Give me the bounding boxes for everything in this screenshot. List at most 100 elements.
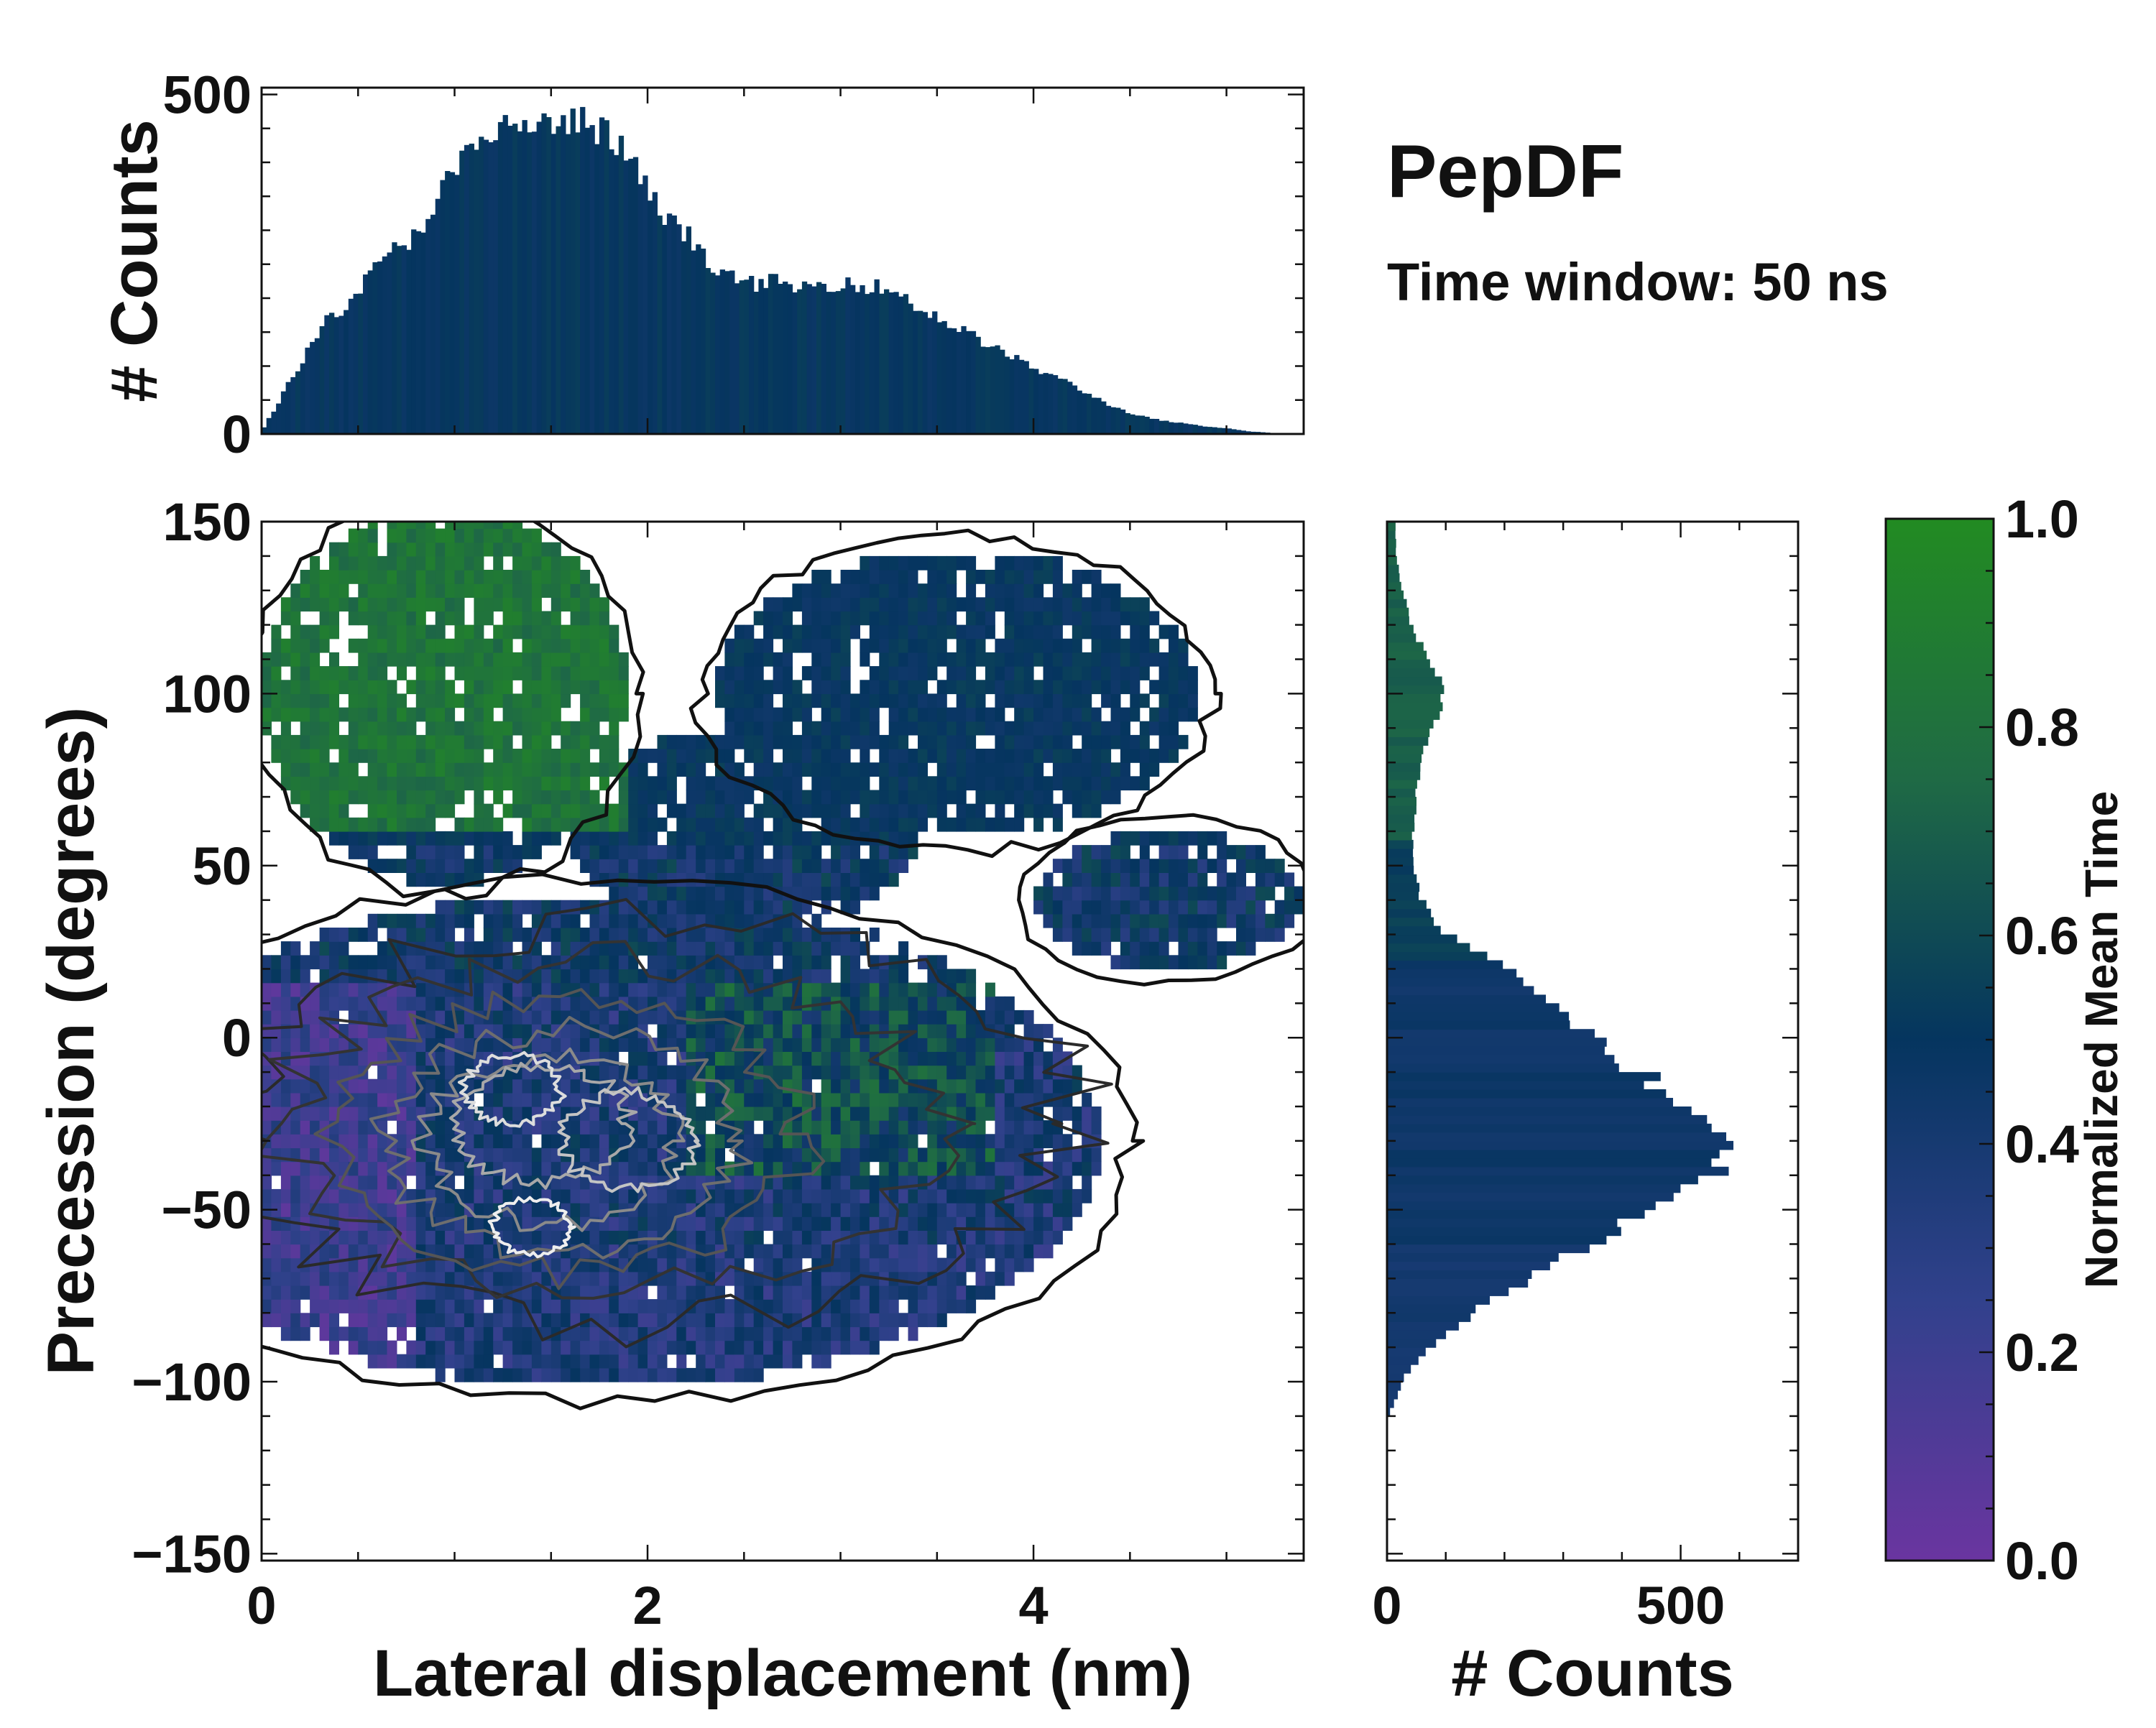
heatmap-cell (957, 639, 967, 653)
heatmap-cell (349, 818, 359, 832)
heatmap-cell (831, 776, 841, 790)
heatmap-cell (338, 583, 349, 598)
heatmap-cell (628, 1051, 638, 1066)
heatmap-cell (628, 1216, 638, 1231)
heatmap-cell (1197, 900, 1207, 915)
heatmap-cell (1082, 708, 1092, 722)
heatmap-cell (425, 680, 436, 694)
heatmap-cell (734, 790, 745, 805)
heatmap-cell (271, 997, 281, 1011)
heatmap-cell (281, 1175, 291, 1190)
heatmap-cell (1101, 859, 1111, 873)
heatmap-cell (744, 955, 754, 969)
heatmap-cell (850, 900, 860, 915)
heatmap-cell (850, 1189, 860, 1203)
heatmap-cell (1197, 872, 1207, 887)
top-hist-bar (1077, 391, 1082, 434)
heatmap-cell (377, 818, 387, 832)
heatmap-cell (1120, 721, 1130, 736)
heatmap-cell (667, 1341, 677, 1355)
heatmap-cell (658, 735, 668, 749)
heatmap-cell (908, 708, 918, 722)
heatmap-cell (493, 693, 503, 708)
heatmap-cell (436, 611, 446, 626)
heatmap-cell (455, 721, 465, 736)
heatmap-cell (571, 570, 581, 584)
heatmap-cell (512, 570, 522, 584)
heatmap-cell (1227, 872, 1237, 887)
heatmap-cell (310, 749, 320, 763)
heatmap-cell (493, 1134, 503, 1148)
top-hist-bar (879, 294, 884, 434)
heatmap-cell (918, 1051, 928, 1066)
heatmap-cell (387, 652, 397, 667)
heatmap-cell (715, 1354, 725, 1369)
heatmap-cell (387, 914, 397, 928)
heatmap-cell (1265, 887, 1275, 901)
heatmap-cell (1024, 1258, 1034, 1272)
heatmap-cell (310, 1010, 320, 1025)
heatmap-cell (338, 983, 349, 997)
heatmap-cell (455, 818, 465, 832)
top-hist-bar (479, 137, 484, 434)
heatmap-cell (493, 680, 503, 694)
heatmap-cell (320, 790, 330, 805)
heatmap-cell (667, 1272, 677, 1286)
heatmap-cell (445, 611, 455, 626)
heatmap-cell (1024, 1079, 1034, 1094)
heatmap-cell (455, 652, 465, 667)
heatmap-cell (377, 1354, 387, 1369)
heatmap-cell (464, 1189, 474, 1203)
top-hist-bar (937, 323, 942, 435)
heatmap-cell (551, 1299, 561, 1313)
heatmap-cell (811, 1024, 821, 1038)
heatmap-cell (686, 887, 696, 901)
heatmap-cell (580, 625, 590, 639)
right-hist-bar (1387, 1124, 1712, 1133)
heatmap-cell (734, 1079, 745, 1094)
heatmap-cell (927, 652, 937, 667)
top-hist-bar (484, 140, 489, 435)
heatmap-cell (870, 859, 880, 873)
heatmap-cell (715, 1368, 725, 1382)
heatmap-cell (763, 721, 773, 736)
heatmap-cell (1014, 570, 1024, 584)
heatmap-cell (1101, 666, 1111, 680)
heatmap-cell (455, 1230, 465, 1244)
heatmap-cell (1053, 693, 1063, 708)
heatmap-cell (1053, 762, 1063, 777)
right-hist-bar (1387, 702, 1443, 711)
heatmap-cell (561, 1189, 571, 1203)
heatmap-cell (850, 790, 860, 805)
heatmap-cell (773, 928, 783, 942)
heatmap-cell (966, 583, 976, 598)
top-hist-bar (1111, 407, 1116, 434)
heatmap-cell (1265, 914, 1275, 928)
right-hist-bar (1387, 1081, 1644, 1090)
heatmap-cell (503, 914, 513, 928)
heatmap-cell (638, 1354, 648, 1369)
heatmap-cell (1140, 735, 1150, 749)
heatmap-cell (850, 1326, 860, 1341)
heatmap-cell (811, 887, 821, 901)
heatmap-cell (406, 804, 416, 818)
heatmap-cell (1120, 872, 1130, 887)
heatmap-cell (995, 693, 1005, 708)
heatmap-cell (946, 597, 957, 611)
heatmap-cell (571, 1230, 581, 1244)
heatmap-cell (455, 735, 465, 749)
heatmap-cell (503, 928, 513, 942)
heatmap-cell (590, 914, 600, 928)
top-hist-bar (696, 244, 701, 434)
heatmap-cell (338, 762, 349, 777)
heatmap-cell (946, 1010, 957, 1025)
heatmap-cell (493, 556, 503, 570)
heatmap-cell (957, 1134, 967, 1148)
heatmap-cell (686, 845, 696, 859)
heatmap-cell (821, 1285, 831, 1300)
heatmap-cell (667, 1079, 677, 1094)
top-hist-bar (658, 216, 663, 434)
top-hist-bar (942, 321, 947, 434)
heatmap-cell (811, 597, 821, 611)
